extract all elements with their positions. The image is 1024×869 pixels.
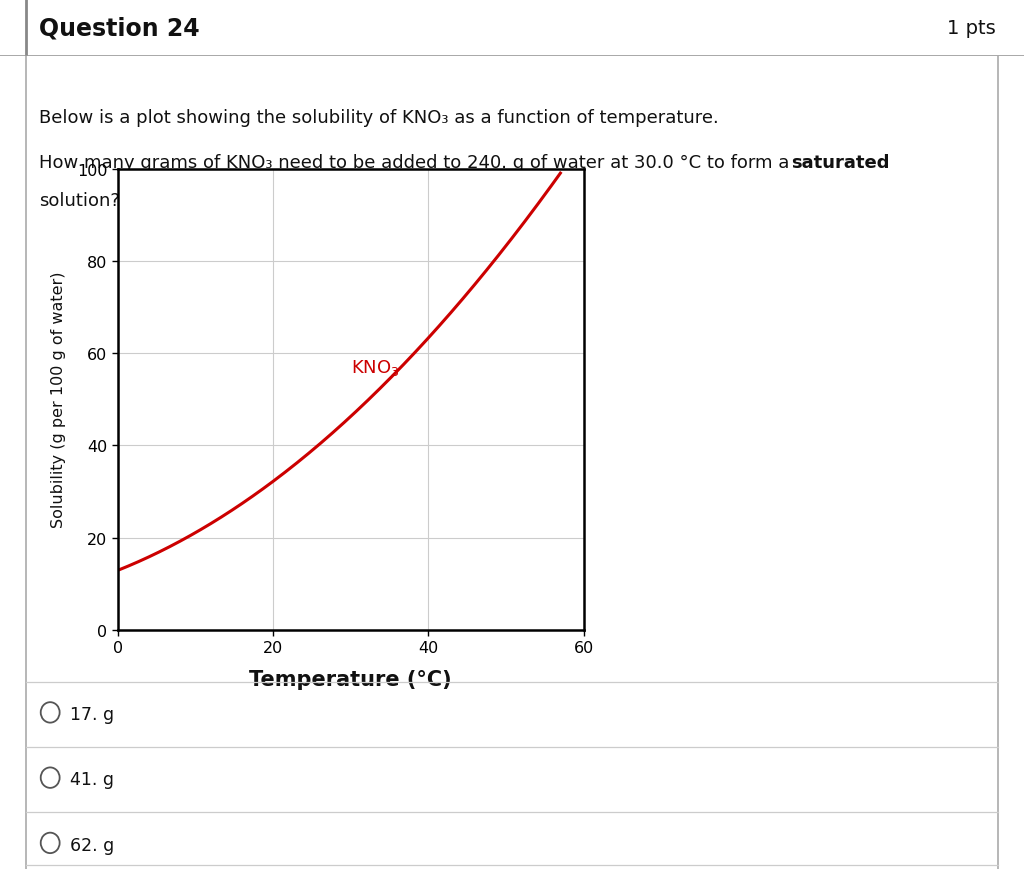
- Text: saturated: saturated: [792, 154, 890, 172]
- Text: 41. g: 41. g: [70, 771, 114, 788]
- Text: Below is a plot showing the solubility of KNO₃ as a function of temperature.: Below is a plot showing the solubility o…: [39, 109, 719, 127]
- Text: How many grams of KNO₃ need to be added to 240. g of water at 30.0 °C to form a: How many grams of KNO₃ need to be added …: [39, 154, 795, 172]
- X-axis label: Temperature (°C): Temperature (°C): [250, 669, 452, 689]
- Y-axis label: Solubility (g per 100 g of water): Solubility (g per 100 g of water): [51, 272, 66, 527]
- Text: KNO$_3$: KNO$_3$: [350, 357, 399, 377]
- Text: solution?: solution?: [39, 192, 120, 210]
- Text: 1 pts: 1 pts: [946, 19, 995, 37]
- Text: 62. g: 62. g: [70, 836, 114, 853]
- Text: Question 24: Question 24: [39, 17, 200, 40]
- Text: 17. g: 17. g: [70, 706, 114, 723]
